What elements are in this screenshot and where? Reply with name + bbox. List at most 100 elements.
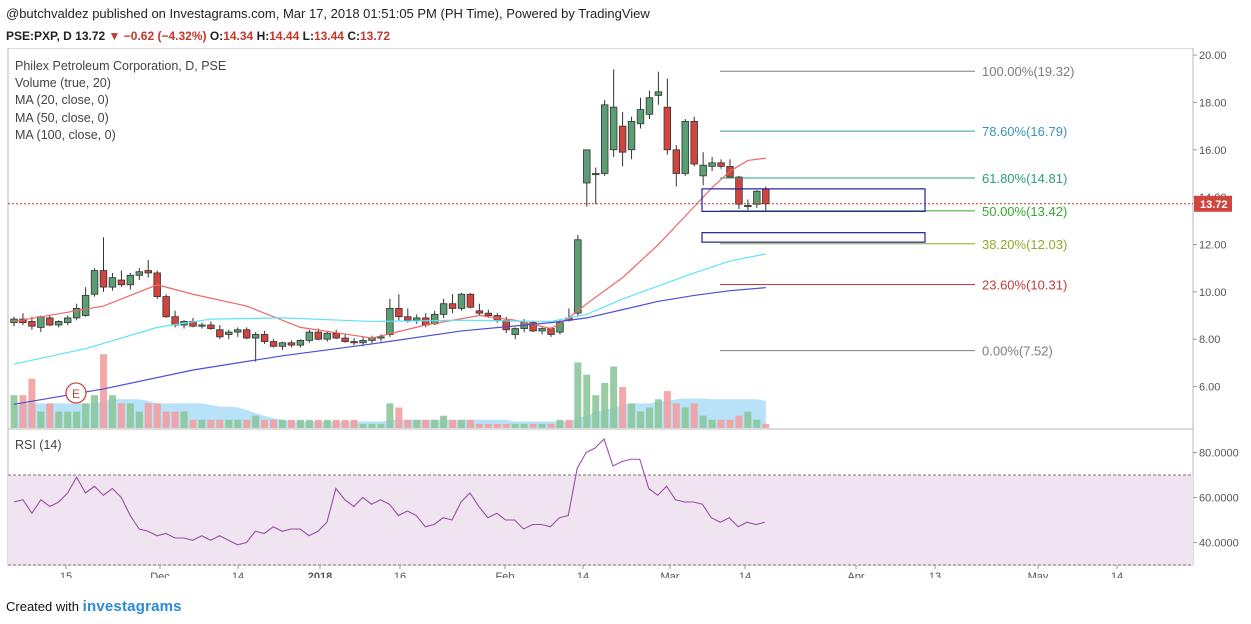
candle-body: [744, 205, 752, 208]
moving-averages: [8, 157, 1193, 405]
volume-bar: [466, 419, 474, 428]
candle-body: [126, 274, 135, 286]
volume-bar: [493, 423, 501, 428]
volume-bar: [243, 419, 251, 428]
volume-bar: [82, 403, 90, 428]
last-price: 13.72: [75, 29, 106, 43]
volume-bar: [135, 411, 143, 428]
candle-body: [690, 120, 698, 165]
earnings-marker-label: E: [72, 387, 80, 401]
axes: 6.008.0010.0012.0014.0016.0018.0020.0040…: [60, 50, 1239, 578]
open-value: 14.34: [223, 29, 254, 43]
last-price-tag: [1194, 195, 1232, 212]
x-tick-label: Apr: [847, 571, 864, 578]
volume-bar: [708, 419, 716, 428]
legend-ma50: MA (50, close, 0): [15, 110, 109, 125]
volume-bar: [10, 395, 18, 428]
investagrams-logo[interactable]: investagrams: [82, 598, 182, 615]
candle-body: [681, 120, 689, 174]
candle-body: [198, 324, 206, 327]
volume-bar: [744, 411, 752, 428]
candle-body: [242, 329, 251, 339]
x-tick-label: 16: [394, 571, 406, 578]
candle-body: [484, 312, 493, 316]
volume-bar: [46, 403, 54, 428]
volume-bar: [332, 419, 340, 428]
created-with-text: Created with: [6, 599, 79, 614]
volume-bar: [619, 387, 627, 428]
volume-bar: [681, 407, 689, 428]
volume-bar: [592, 395, 600, 428]
y-tick-label: 8.00: [1199, 334, 1220, 346]
candle-body: [645, 97, 654, 115]
earnings-marker[interactable]: E: [65, 382, 87, 404]
candle-body: [404, 316, 412, 321]
volume-bar: [628, 403, 636, 428]
close-value: 13.72: [359, 29, 391, 43]
footer: Created with investagrams: [6, 598, 182, 615]
low-value: 13.44: [313, 29, 344, 43]
candle-body: [350, 341, 358, 344]
ma100-line: [13, 287, 766, 405]
volume-bar: [91, 395, 99, 428]
legend-title: Philex Petroleum Corporation, D, PSE: [15, 59, 227, 73]
legend-volume: Volume (true, 20): [15, 76, 111, 91]
candle-body: [583, 149, 591, 184]
volume-bar: [216, 419, 224, 428]
y-tick-label: 20.00: [1199, 50, 1227, 62]
volume-bar: [198, 419, 206, 428]
volume-bar: [252, 415, 260, 428]
volume-bar: [225, 419, 233, 428]
candle-body: [46, 317, 54, 326]
x-tick-label: Feb: [496, 571, 515, 578]
volume-bar: [601, 382, 609, 428]
candle-body: [466, 293, 475, 308]
candle-body: [332, 332, 340, 339]
candle-body: [37, 316, 45, 328]
y-tick-label: 16.00: [1199, 145, 1227, 157]
candle-body: [717, 162, 725, 167]
y-tick-label: 10.00: [1199, 287, 1227, 299]
fib-level-label: 61.80%(14.81): [982, 171, 1067, 186]
candle-body: [699, 164, 707, 177]
y-tick-label: 18.00: [1199, 97, 1227, 109]
candle-body: [529, 322, 537, 332]
volume-bar: [28, 378, 36, 428]
volume-bar: [422, 419, 430, 428]
volume-bar: [502, 423, 510, 428]
volume-bar: [64, 411, 72, 428]
fib-level-label: 50.00%(13.42): [982, 204, 1067, 219]
volume-bar: [574, 362, 582, 428]
price-chart[interactable]: 100.00%(19.32) 78.60%(16.79) 61.80%(14.81)…: [0, 48, 1251, 578]
volume-bar: [171, 411, 179, 428]
candle-body: [636, 109, 645, 125]
candle-body: [323, 332, 331, 340]
y-tick-label: 6.00: [1199, 382, 1220, 394]
volume-bar: [565, 419, 573, 428]
volume-bar: [162, 411, 170, 428]
volume-bar: [431, 419, 439, 428]
volume-bar: [458, 419, 465, 428]
candle-body: [753, 190, 761, 205]
candle-body: [55, 321, 63, 326]
volume-bar: [270, 419, 278, 428]
fib-level-label: 38.20%(12.03): [982, 237, 1067, 252]
x-tick-label: 14: [1111, 571, 1123, 578]
candle-body: [287, 342, 296, 346]
candle-body: [81, 295, 90, 316]
candle-body: [421, 317, 430, 326]
volume-bar: [350, 419, 358, 428]
candle-body: [439, 303, 448, 315]
candle-body: [708, 162, 716, 167]
candle-body: [448, 303, 457, 309]
candle-body: [475, 310, 484, 314]
fibonacci-retracement[interactable]: 100.00%(19.32) 78.60%(16.79) 61.80%(14.81)…: [701, 64, 1075, 359]
volume-bar: [637, 411, 644, 428]
volume-bar: [610, 366, 618, 428]
change-value: −0.62 (−4.32%): [123, 29, 207, 43]
rsi-y-tick-label: 60.0000: [1199, 493, 1239, 505]
rsi-y-tick-label: 80.0000: [1199, 448, 1239, 460]
candle-body: [502, 319, 510, 331]
zone-box: [701, 232, 926, 243]
volume-bar: [690, 403, 698, 428]
